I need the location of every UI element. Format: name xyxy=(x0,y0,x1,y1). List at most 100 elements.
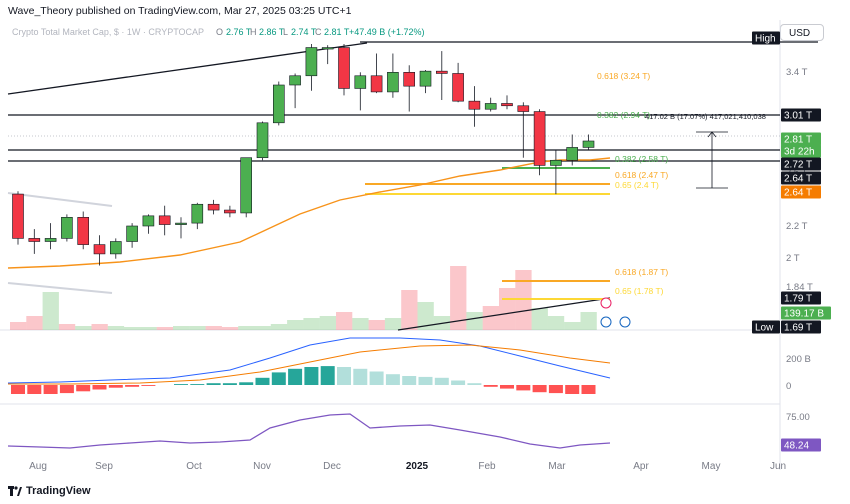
volume-bar xyxy=(417,302,434,330)
event-marker-icon xyxy=(600,297,612,309)
macd-bar xyxy=(271,372,286,385)
legend-c-value: 2.81 T xyxy=(324,27,350,37)
legend-o-label: O xyxy=(216,27,223,37)
tag-high: High xyxy=(755,34,776,45)
x-tick: Mar xyxy=(548,461,566,472)
volume-bar xyxy=(254,326,271,330)
candle-body xyxy=(93,244,106,255)
legend-o-value: 2.76 T xyxy=(226,27,252,37)
candle-body xyxy=(582,140,595,148)
legend-symbol: Crypto Total Market Cap, $ · 1W · CRYPTO… xyxy=(12,27,204,37)
macd-bar xyxy=(141,385,156,386)
fib-65-low-label: 0.65 (1.78 T) xyxy=(615,286,664,296)
fib-618-top-label: 0.618 (3.24 T) xyxy=(597,71,650,81)
flag-us-icon xyxy=(600,316,612,328)
legend-c-label: C xyxy=(315,27,322,37)
fib-382-top-label: 0.382 (2.94 T) xyxy=(597,110,650,120)
macd-bar xyxy=(320,366,335,385)
tag-1-79-bg xyxy=(781,291,821,305)
macd-line xyxy=(7,337,611,384)
macd-bar xyxy=(353,368,368,385)
tag-low: Low xyxy=(755,323,774,334)
candle-body xyxy=(501,103,513,107)
volume-bar xyxy=(189,326,206,330)
volume-bar xyxy=(156,327,173,330)
volume-bar xyxy=(107,326,125,330)
publisher-header: Wave_Theory published on TradingView.com… xyxy=(8,5,352,17)
macd-bar xyxy=(385,374,400,385)
macd-bar xyxy=(27,385,42,394)
tag-rsi-bg xyxy=(781,438,821,452)
volume-bar xyxy=(384,318,402,330)
volume-bar xyxy=(124,327,141,330)
candle-body xyxy=(435,70,448,74)
volume-bar xyxy=(173,326,190,330)
macd-bar xyxy=(304,367,319,385)
tag-3-01-bg xyxy=(781,108,821,122)
x-tick: May xyxy=(702,461,721,472)
volume-bar xyxy=(499,288,516,330)
macd-bar xyxy=(581,385,596,394)
candle-body xyxy=(77,217,89,245)
footer-brand: TradingView xyxy=(8,485,91,497)
fib-618-low-label: 0.618 (1.87 T) xyxy=(615,267,668,277)
volume-bar xyxy=(26,316,43,330)
tag-high-bg xyxy=(752,31,780,45)
candle-body xyxy=(158,215,171,225)
x-tick: Jun xyxy=(770,461,786,472)
candle-body xyxy=(175,222,187,225)
y-tick-macd: 0 xyxy=(786,381,791,392)
candle-body xyxy=(126,225,138,242)
candle-body xyxy=(142,215,155,227)
x-tick: Oct xyxy=(186,461,202,472)
y-tick-price: 1.84 T xyxy=(786,282,813,293)
tag-2-64-a: 2.64 T xyxy=(784,174,812,185)
volume-bar xyxy=(303,318,320,330)
tag-2-64-a-bg xyxy=(781,171,821,185)
volume-bar xyxy=(401,290,418,330)
measure-arrow-icon xyxy=(707,131,717,138)
candle-body xyxy=(387,72,399,93)
x-tick: Apr xyxy=(633,461,649,472)
tag-139-17b-bg xyxy=(781,306,831,320)
x-tick: Feb xyxy=(478,461,496,472)
tag-1-69-bg xyxy=(781,320,821,334)
macd-bar xyxy=(206,383,221,385)
tag-2-64-b-bg xyxy=(781,185,821,199)
macd-bar xyxy=(467,383,482,385)
tag-1-69: 1.69 T xyxy=(784,323,812,334)
macd-bar xyxy=(59,385,74,394)
candle-body xyxy=(44,238,57,242)
candle-body xyxy=(28,238,41,242)
candle-body xyxy=(468,100,481,110)
candle-body xyxy=(338,47,350,89)
volume-bar xyxy=(368,320,385,330)
macd-bar xyxy=(565,385,580,394)
macd-bar xyxy=(190,384,205,385)
volume-bar xyxy=(580,312,597,330)
y-tick-rsi: 75.00 xyxy=(786,412,810,423)
fib-65-label: 0.65 (2.4 T) xyxy=(615,180,659,190)
macd-bar xyxy=(11,385,25,394)
candle-body xyxy=(207,203,220,211)
volume-histogram xyxy=(10,266,597,330)
candle-body xyxy=(272,84,285,124)
volume-bar xyxy=(482,306,499,330)
faded-line-1 xyxy=(7,192,113,207)
macd-bar xyxy=(174,384,188,385)
volume-bar xyxy=(547,316,565,330)
y-tick-macd: 200 B xyxy=(786,354,811,365)
candle-body xyxy=(484,103,497,110)
tag-countdown-bg xyxy=(781,144,821,158)
volume-bar xyxy=(531,308,548,330)
volume-bar xyxy=(140,327,157,330)
legend-h-label: H xyxy=(250,27,257,37)
macd-bar xyxy=(222,383,237,385)
macd-bar xyxy=(483,385,498,387)
volume-bar xyxy=(10,322,27,330)
tag-3-01: 3.01 T xyxy=(784,111,812,122)
x-tick: Dec xyxy=(323,461,341,472)
candle-body xyxy=(12,193,24,239)
volume-bar xyxy=(58,324,76,330)
